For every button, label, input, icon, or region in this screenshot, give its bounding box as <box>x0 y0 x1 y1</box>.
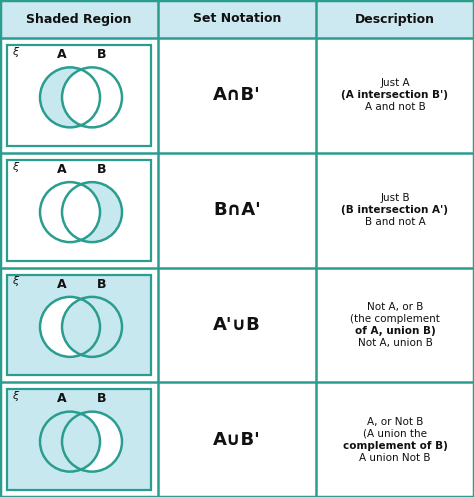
Text: A: A <box>57 277 67 291</box>
Text: A and not B: A and not B <box>365 102 425 112</box>
Text: of A, union B): of A, union B) <box>355 326 436 336</box>
Circle shape <box>62 68 122 127</box>
Text: A union Not B: A union Not B <box>359 453 431 463</box>
Text: ξ: ξ <box>12 47 18 57</box>
Text: (the complement: (the complement <box>350 314 440 324</box>
Text: A, or Not B: A, or Not B <box>367 416 423 426</box>
Text: B: B <box>97 277 107 291</box>
Text: complement of B): complement of B) <box>343 441 447 451</box>
Bar <box>7 160 151 260</box>
Text: (B intersection A'): (B intersection A') <box>341 205 448 215</box>
Text: B: B <box>97 392 107 405</box>
Bar <box>0 0 474 38</box>
Circle shape <box>40 68 100 127</box>
Bar <box>7 274 151 375</box>
Text: B: B <box>97 48 107 61</box>
Circle shape <box>40 182 100 242</box>
Text: A∪B': A∪B' <box>213 430 261 449</box>
Bar <box>7 45 151 146</box>
Circle shape <box>40 412 100 472</box>
Text: Set Notation: Set Notation <box>193 12 281 25</box>
Text: (A union the: (A union the <box>363 428 427 439</box>
Text: (A intersection B'): (A intersection B') <box>341 90 448 100</box>
Text: Just B: Just B <box>380 193 410 203</box>
Text: Shaded Region: Shaded Region <box>26 12 132 25</box>
Text: B∩A': B∩A' <box>213 201 261 219</box>
Text: A: A <box>57 48 67 61</box>
Text: ξ: ξ <box>12 391 18 401</box>
Text: B: B <box>97 163 107 176</box>
Text: B and not A: B and not A <box>365 217 425 227</box>
Circle shape <box>62 182 122 242</box>
Text: A'∪B: A'∪B <box>213 316 261 334</box>
Text: Just A: Just A <box>380 79 410 88</box>
Text: A: A <box>57 392 67 405</box>
Circle shape <box>62 297 122 357</box>
Text: ξ: ξ <box>12 276 18 286</box>
Circle shape <box>62 412 122 472</box>
Text: ξ: ξ <box>12 162 18 172</box>
Circle shape <box>40 297 100 357</box>
Text: Not A, or B: Not A, or B <box>367 302 423 312</box>
Bar <box>7 389 151 490</box>
Text: A∩B': A∩B' <box>213 86 261 104</box>
Text: A: A <box>57 163 67 176</box>
Text: Not A, union B: Not A, union B <box>357 338 432 348</box>
Text: Description: Description <box>355 12 435 25</box>
